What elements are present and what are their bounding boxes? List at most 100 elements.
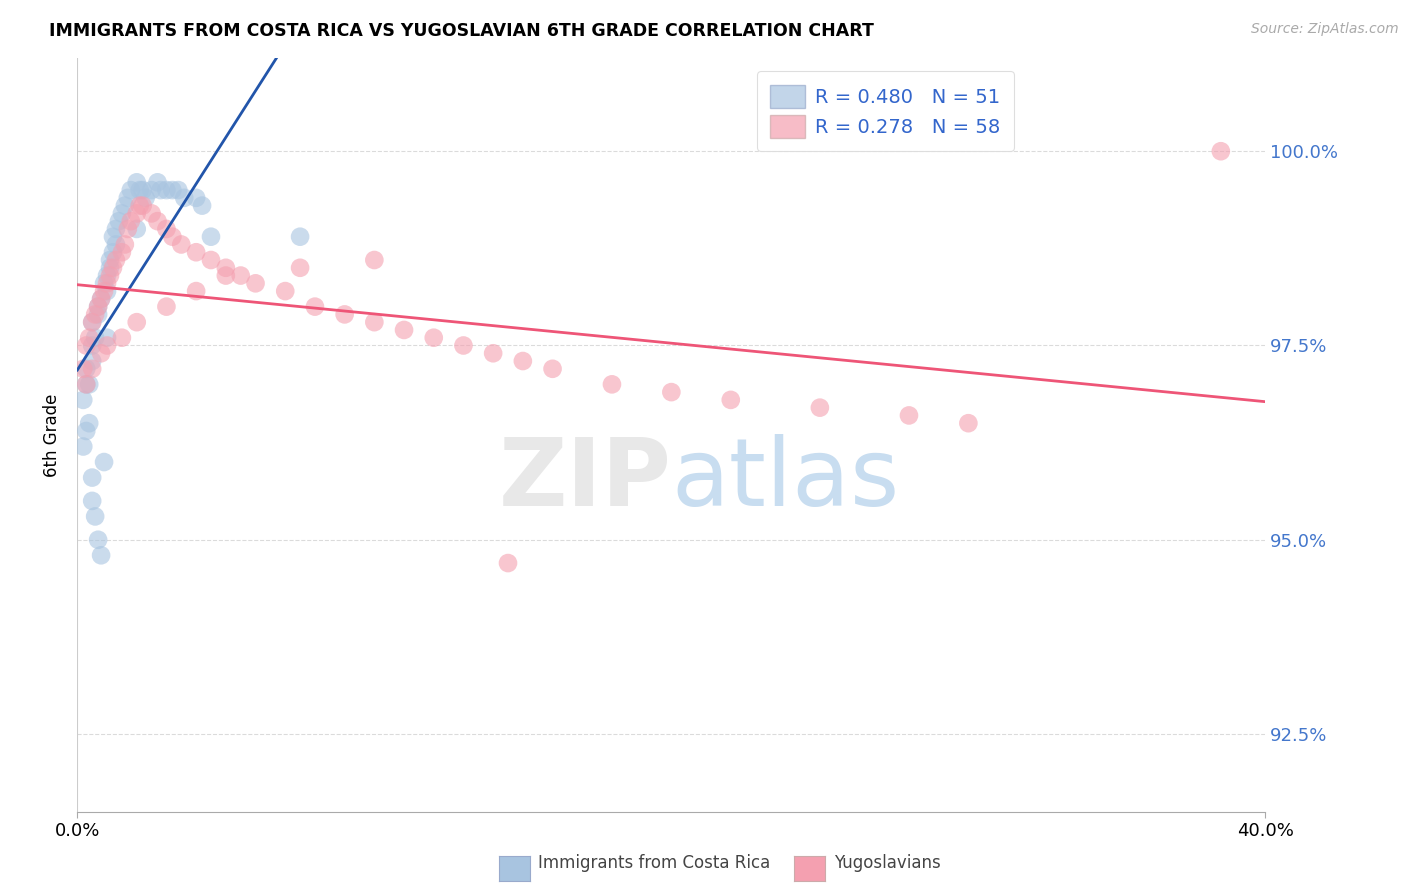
Point bbox=[96, 277, 118, 291]
Point bbox=[93, 455, 115, 469]
Point bbox=[98, 260, 121, 275]
Point bbox=[128, 183, 150, 197]
Point bbox=[146, 214, 169, 228]
Point bbox=[898, 409, 921, 423]
Point bbox=[114, 199, 136, 213]
Point bbox=[84, 307, 107, 321]
Point bbox=[496, 556, 519, 570]
Point bbox=[482, 346, 505, 360]
Point bbox=[120, 183, 142, 197]
Point bbox=[82, 354, 104, 368]
Point bbox=[957, 416, 980, 430]
Text: Yugoslavians: Yugoslavians bbox=[834, 855, 941, 872]
Point bbox=[125, 315, 148, 329]
Point bbox=[170, 237, 193, 252]
Point bbox=[117, 222, 139, 236]
Point bbox=[98, 252, 121, 267]
Point bbox=[200, 252, 222, 267]
Point bbox=[104, 222, 127, 236]
Point bbox=[288, 260, 311, 275]
Point bbox=[75, 424, 97, 438]
Point bbox=[77, 416, 100, 430]
Point bbox=[108, 214, 131, 228]
Point bbox=[101, 229, 124, 244]
Point bbox=[1209, 145, 1232, 159]
Point bbox=[87, 307, 110, 321]
Point bbox=[77, 377, 100, 392]
Point bbox=[128, 199, 150, 213]
Point bbox=[453, 338, 475, 352]
Point bbox=[125, 175, 148, 189]
Point bbox=[90, 292, 112, 306]
Point bbox=[84, 331, 107, 345]
Point bbox=[87, 300, 110, 314]
Point bbox=[423, 331, 446, 345]
Point bbox=[72, 361, 94, 376]
Point bbox=[173, 191, 195, 205]
Point bbox=[149, 183, 172, 197]
Point bbox=[101, 245, 124, 260]
Point bbox=[82, 338, 104, 352]
Point bbox=[114, 237, 136, 252]
Y-axis label: 6th Grade: 6th Grade bbox=[42, 393, 60, 476]
Point bbox=[720, 392, 742, 407]
Point bbox=[90, 346, 112, 360]
Point bbox=[661, 385, 683, 400]
Point bbox=[77, 331, 100, 345]
Point bbox=[215, 268, 238, 283]
Point bbox=[82, 494, 104, 508]
Point bbox=[82, 470, 104, 484]
Point bbox=[131, 183, 153, 197]
Point bbox=[808, 401, 831, 415]
Point bbox=[229, 268, 252, 283]
Point bbox=[82, 315, 104, 329]
Text: Immigrants from Costa Rica: Immigrants from Costa Rica bbox=[538, 855, 770, 872]
Point bbox=[600, 377, 623, 392]
Point bbox=[333, 307, 356, 321]
Point bbox=[141, 206, 163, 220]
Text: Source: ZipAtlas.com: Source: ZipAtlas.com bbox=[1251, 22, 1399, 37]
Point bbox=[245, 277, 267, 291]
Text: ZIP: ZIP bbox=[499, 434, 672, 526]
Point bbox=[104, 252, 127, 267]
Point bbox=[75, 338, 97, 352]
Point bbox=[162, 229, 184, 244]
Point bbox=[82, 361, 104, 376]
Point bbox=[167, 183, 190, 197]
Point bbox=[75, 361, 97, 376]
Point bbox=[101, 260, 124, 275]
Point bbox=[541, 361, 564, 376]
Point bbox=[125, 222, 148, 236]
Point bbox=[72, 440, 94, 454]
Point bbox=[146, 175, 169, 189]
Text: IMMIGRANTS FROM COSTA RICA VS YUGOSLAVIAN 6TH GRADE CORRELATION CHART: IMMIGRANTS FROM COSTA RICA VS YUGOSLAVIA… bbox=[49, 22, 875, 40]
Point bbox=[186, 191, 208, 205]
Point bbox=[96, 338, 118, 352]
Point bbox=[363, 252, 385, 267]
Point bbox=[200, 229, 222, 244]
Point bbox=[90, 292, 112, 306]
Point bbox=[72, 392, 94, 407]
Text: atlas: atlas bbox=[672, 434, 900, 526]
Point bbox=[96, 268, 118, 283]
Point bbox=[155, 300, 177, 314]
Point bbox=[84, 509, 107, 524]
Point bbox=[96, 331, 118, 345]
Point bbox=[131, 199, 153, 213]
Point bbox=[111, 206, 134, 220]
Point bbox=[512, 354, 534, 368]
Legend: R = 0.480   N = 51, R = 0.278   N = 58: R = 0.480 N = 51, R = 0.278 N = 58 bbox=[756, 71, 1014, 152]
Point bbox=[125, 206, 148, 220]
Point bbox=[90, 549, 112, 563]
Point bbox=[98, 268, 121, 283]
Point bbox=[363, 315, 385, 329]
Point bbox=[274, 284, 297, 298]
Point bbox=[392, 323, 415, 337]
Point bbox=[111, 331, 134, 345]
Point bbox=[111, 245, 134, 260]
Point bbox=[93, 277, 115, 291]
Point bbox=[141, 183, 163, 197]
Point bbox=[75, 377, 97, 392]
Point bbox=[75, 377, 97, 392]
Point bbox=[96, 284, 118, 298]
